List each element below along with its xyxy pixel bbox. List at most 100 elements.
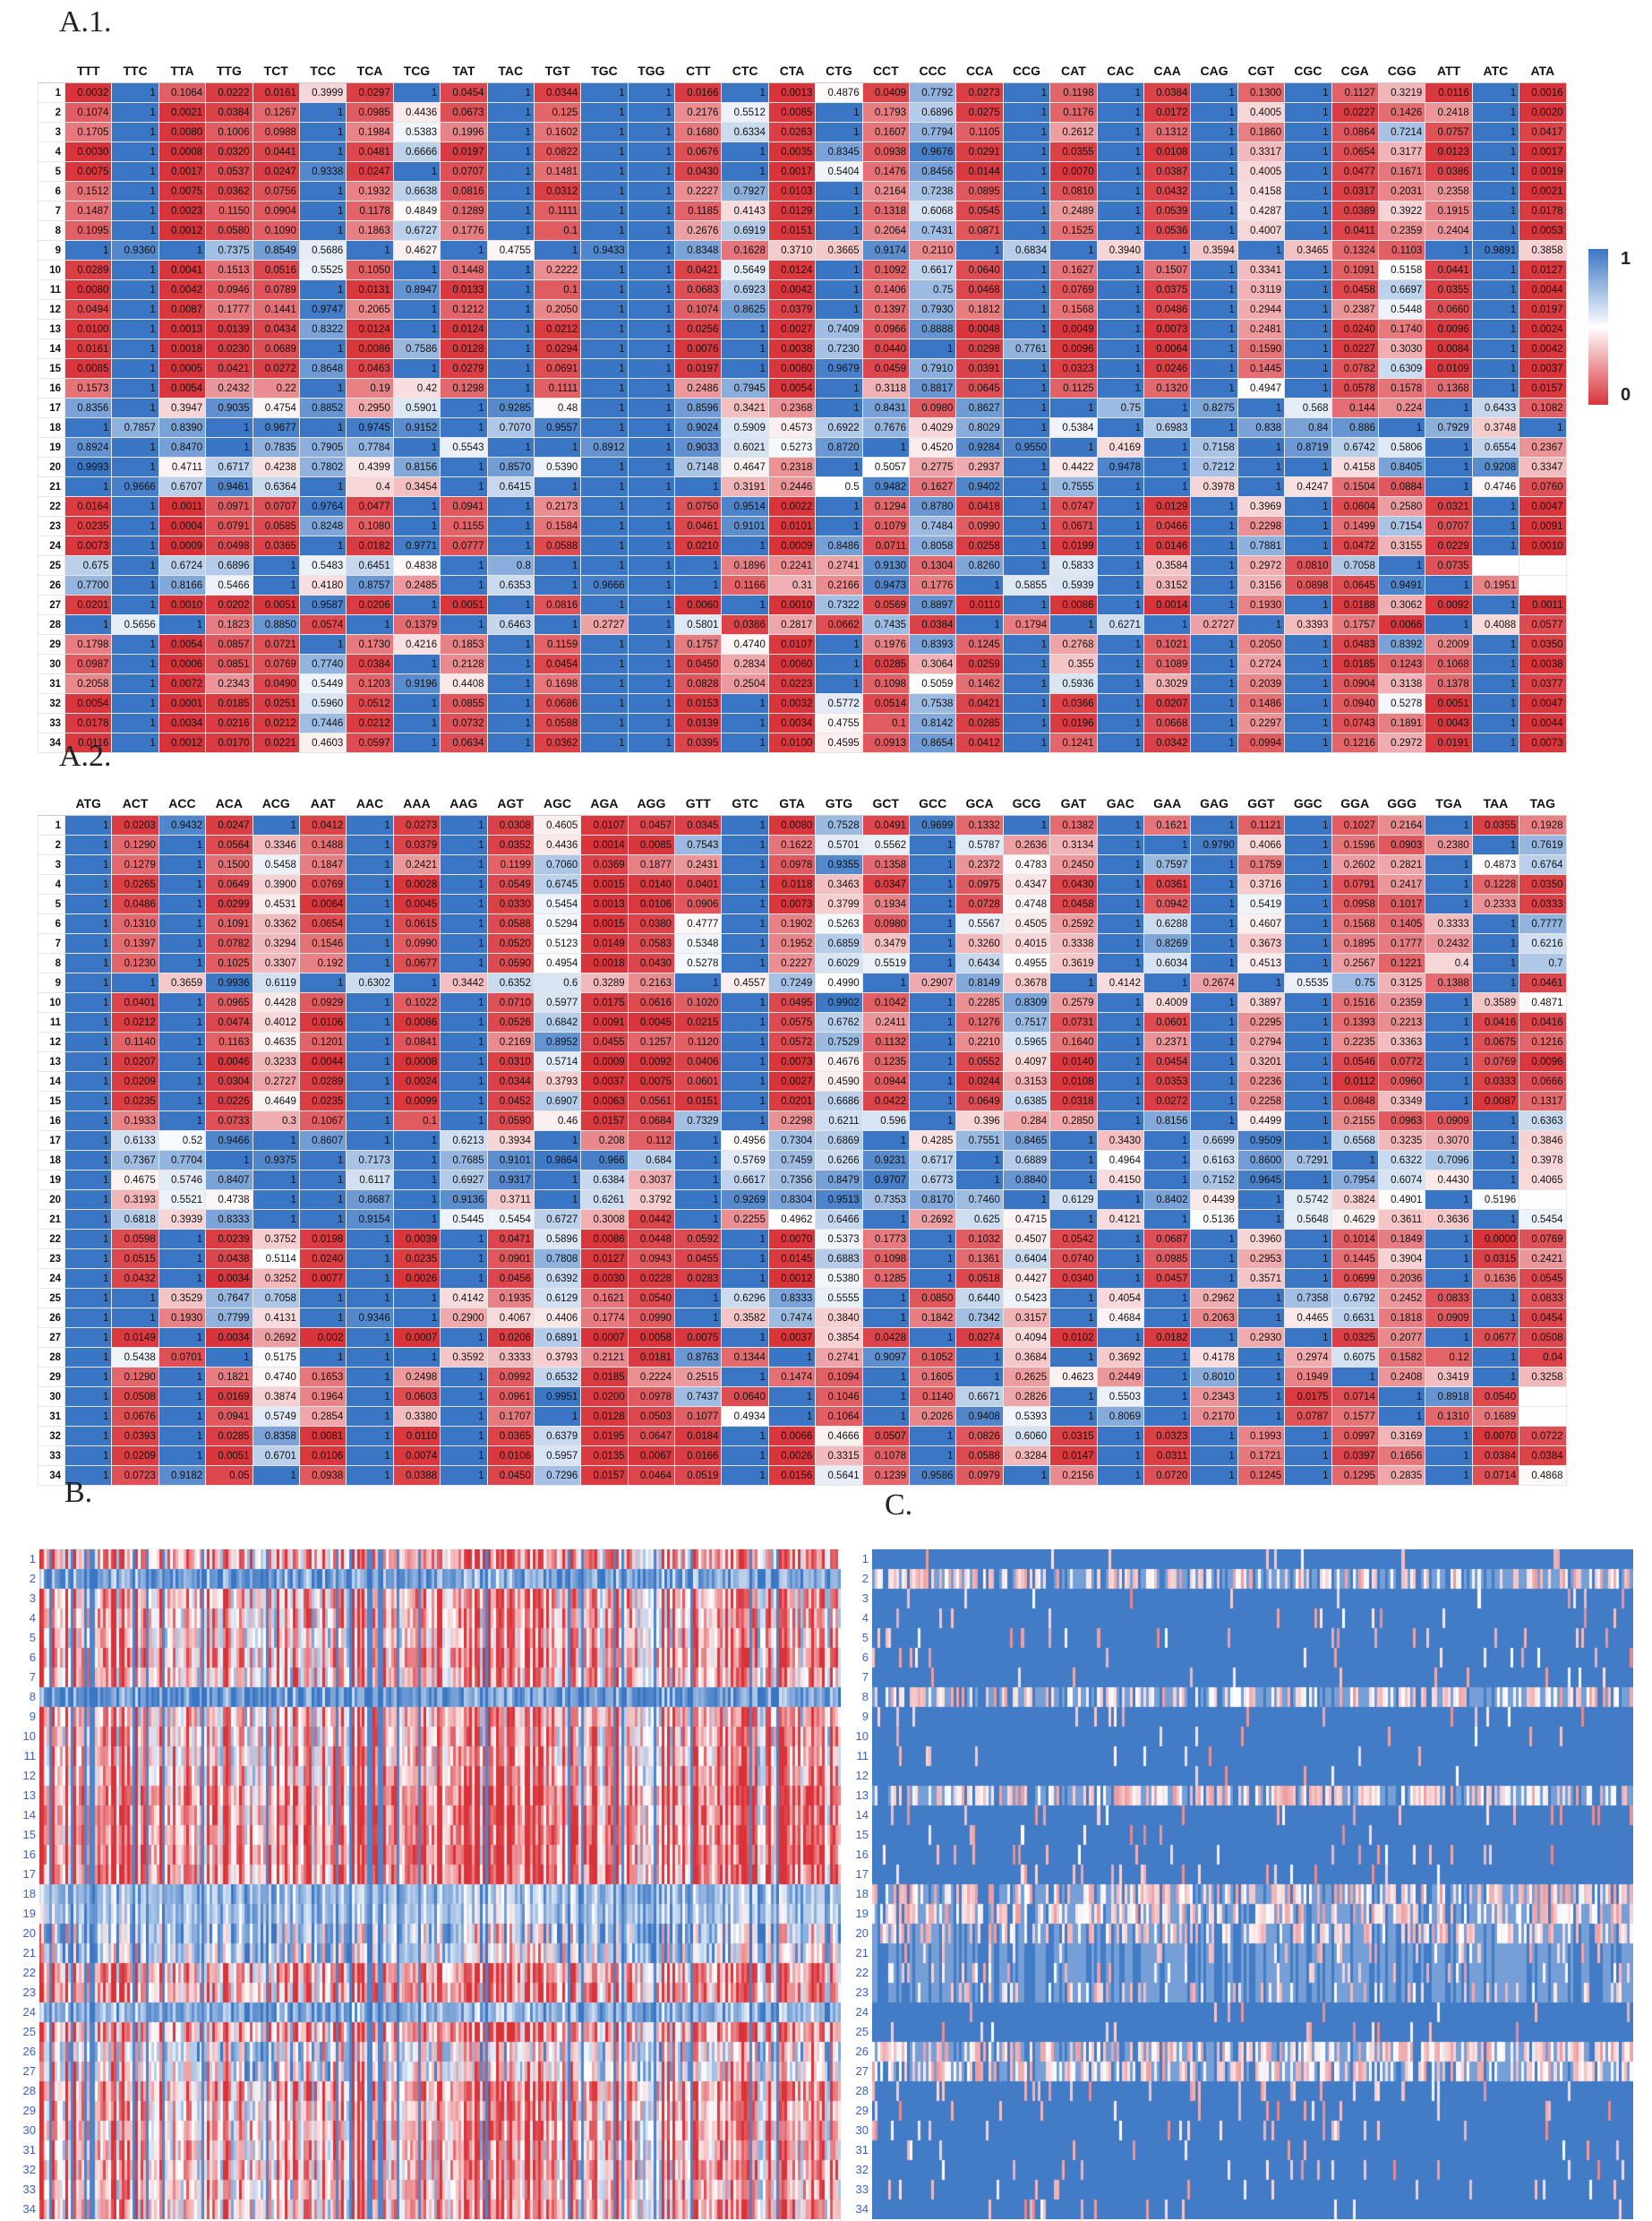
heatmap-a1-cell: 0.0199 (1049, 536, 1098, 556)
heatmap-a2-cell: 1 (909, 1110, 957, 1131)
heatmap-a1-cell: 0.5936 (1049, 673, 1098, 694)
heatmap-a1-cell: 0.9196 (392, 673, 441, 694)
heatmap-a1-cell: 0.0258 (955, 536, 1004, 556)
heatmap-a1-cell: 1 (1471, 181, 1520, 202)
heatmap-a1-cell: 0.0904 (252, 201, 300, 221)
heatmap-a1-cell: 0.0034 (158, 713, 207, 733)
heatmap-a1-cell: 1 (111, 220, 159, 241)
heatmap-a1-row: 26 0.7700 1 0.8166 0.5466 1 0.4180 0.8757 0.2485… (38, 575, 1567, 596)
heatmap-a2-cell: 0.0063 (580, 1091, 629, 1111)
heatmap-a2-row-label: 26 (38, 1308, 65, 1328)
heatmap-a1-cell: 0.1159 (533, 634, 582, 655)
heatmap-a2-cell: 0.5977 (533, 992, 582, 1013)
heatmap-a1-cell: 0.0654 (1331, 141, 1379, 162)
heatmap-a1-row: 10 0.0289 1 0.0041 0.1513 0.0516 0.5525 0.1050 1… (38, 260, 1567, 280)
heatmap-a2-cell: 1 (1425, 1327, 1473, 1348)
heatmap-a1-cell: 1 (486, 102, 535, 123)
heatmap-a1-cell: 0.5404 (815, 161, 863, 182)
heatmap-a2-cell: 0.7152 (1190, 1170, 1238, 1190)
heatmap-a2-cell: 0.684 (627, 1150, 676, 1171)
heatmap-a1-cell: 0.0021 (158, 102, 207, 123)
heatmap-a2-cell: 0.8952 (533, 1032, 582, 1052)
heatmap-a1-cell: 0.0054 (158, 634, 207, 655)
heatmap-a1-cell: 0.1757 (674, 634, 723, 655)
heatmap-a2-cell: 0.3716 (1237, 874, 1286, 895)
heatmap-a1-cell: 0.1021 (1143, 634, 1192, 655)
heatmap-row-label: 9 (29, 1710, 36, 1723)
heatmap-a1-cell: 0.0060 (674, 595, 723, 615)
heatmap-a2-cell: 1 (205, 1150, 253, 1171)
heatmap-a2-row-label: 1 (38, 815, 65, 836)
heatmap-a1-cell: 0.1090 (252, 220, 300, 241)
heatmap-a2-row: 16 1 0.1933 1 0.0733 0.3 0.1067 1 0.1 1 0.0590 0.46… (38, 1110, 1567, 1131)
heatmap-a2-cell: 1 (298, 1209, 347, 1230)
heatmap-a2-cell: 0.4954 (533, 953, 582, 973)
heatmap-a1-cell: 1 (1002, 201, 1051, 221)
heatmap-a2-cell: 1 (64, 1268, 113, 1289)
heatmap-a1-cell: 0.3138 (1377, 673, 1426, 694)
heatmap-a2-cell: 0.0073 (767, 894, 817, 914)
heatmap-a2-cell: 0.0456 (486, 1268, 535, 1289)
heatmap-a1-cell: 1 (815, 279, 863, 300)
heatmap-a1-cell: 0.9550 (1002, 437, 1051, 458)
heatmap-a2-cell: 0.1078 (861, 1445, 911, 1466)
heatmap-a2-cell: 0.6842 (533, 1012, 582, 1033)
heatmap-a1-cell: 1 (1096, 319, 1144, 339)
heatmap-a1-cell: 0.8156 (392, 457, 441, 477)
heatmap-a2-col-header: GAA (1143, 792, 1191, 816)
heatmap-a1-cell: 1 (392, 260, 441, 280)
heatmap-a1-cell: 1 (111, 733, 159, 753)
heatmap-a1-cell: 1 (486, 654, 535, 674)
heatmap-a1-cell: 0.0012 (158, 733, 207, 753)
heatmap-a2-cell: 0.6261 (580, 1189, 629, 1210)
heatmap-a2-cell: 0.5769 (721, 1150, 769, 1171)
heatmap-a1-cell: 1 (815, 102, 863, 123)
heatmap-a2-cell: 0.0666 (1519, 1071, 1567, 1092)
heatmap-a2-cell: 1 (1143, 1347, 1192, 1368)
heatmap-a2-cell: 0.8607 (298, 1130, 347, 1151)
heatmap-a2-cell: 0.1295 (1331, 1465, 1379, 1486)
heatmap-a1-cell: 0.6353 (486, 575, 535, 596)
heatmap-a2-cell: 1 (158, 1426, 207, 1446)
heatmap-a1-cell: 0.0297 (346, 82, 394, 103)
heatmap-a1-cell: 0.0006 (158, 654, 207, 674)
heatmap-a1-row: 5 0.0075 1 0.0017 0.0537 0.0247 0.9338 0.0247 1 0… (38, 161, 1567, 182)
heatmap-a1-cell: 0.9433 (580, 240, 629, 261)
heatmap-a2-cell: 0.7528 (815, 815, 863, 836)
heatmap-a2-cell: 0.3619 (1049, 953, 1098, 973)
heatmap-a2-cell: 0.0515 (111, 1248, 159, 1269)
heatmap-a2-cell: 1 (64, 1347, 113, 1368)
heatmap-a1-cell: 0.8549 (252, 240, 300, 261)
heatmap-a1-cell: 1 (1002, 181, 1051, 202)
heatmap-a2-cell: 0.0985 (1143, 1248, 1192, 1269)
heatmap-a1-cell: 0.0757 (1425, 122, 1473, 142)
heatmap-a1-row-label: 33 (38, 713, 65, 733)
heatmap-a2-cell: 0.0406 (674, 1051, 723, 1072)
heatmap-a2-cell: 1 (1237, 1308, 1286, 1328)
heatmap-a2-cell: 0.3252 (252, 1268, 300, 1289)
heatmap-a1-cell: 0.0294 (533, 339, 582, 359)
heatmap-a1-cell: 0.0178 (1519, 201, 1567, 221)
heatmap-a1-cell: 0.1300 (1237, 82, 1286, 103)
heatmap-a2-cell: 1 (1190, 1110, 1238, 1131)
heatmap-a2-cell: 0.0588 (955, 1445, 1004, 1466)
heatmap-a1-cell: 0.1445 (1237, 358, 1286, 379)
heatmap-a1-cell: 0.8248 (298, 516, 347, 536)
heatmap-a1-cell: 0.2050 (533, 299, 582, 320)
heatmap-a2-cell: 0.0195 (580, 1426, 629, 1446)
heatmap-a2-cell: 0.0182 (1143, 1327, 1192, 1348)
heatmap-a1-cell: 1 (111, 536, 159, 556)
heatmap-a2-cell: 0.0841 (392, 1032, 441, 1052)
heatmap-a2-cell: 0.0518 (955, 1268, 1004, 1289)
heatmap-a2-cell: 0.3752 (252, 1229, 300, 1249)
heatmap-a2-cell: 0.1216 (1519, 1032, 1567, 1052)
heatmap-a1-cell: 1 (1143, 437, 1192, 458)
heatmap-a1-cell: 0.0127 (1519, 260, 1567, 280)
heatmap-a2-cell: 1 (1425, 874, 1473, 895)
heatmap-a1-cell: 0.5448 (1377, 299, 1426, 320)
heatmap-a2-cell: 0.1140 (111, 1032, 159, 1052)
heatmap-a1-row: 31 0.2058 1 0.0072 0.2343 0.0490 0.5449 0.1203 0… (38, 673, 1567, 694)
heatmap-a1-cell: 1 (1377, 417, 1426, 438)
heatmap-a1-cell: 0.0466 (1143, 516, 1192, 536)
heatmap-a2-cell: 0.9699 (909, 815, 957, 836)
